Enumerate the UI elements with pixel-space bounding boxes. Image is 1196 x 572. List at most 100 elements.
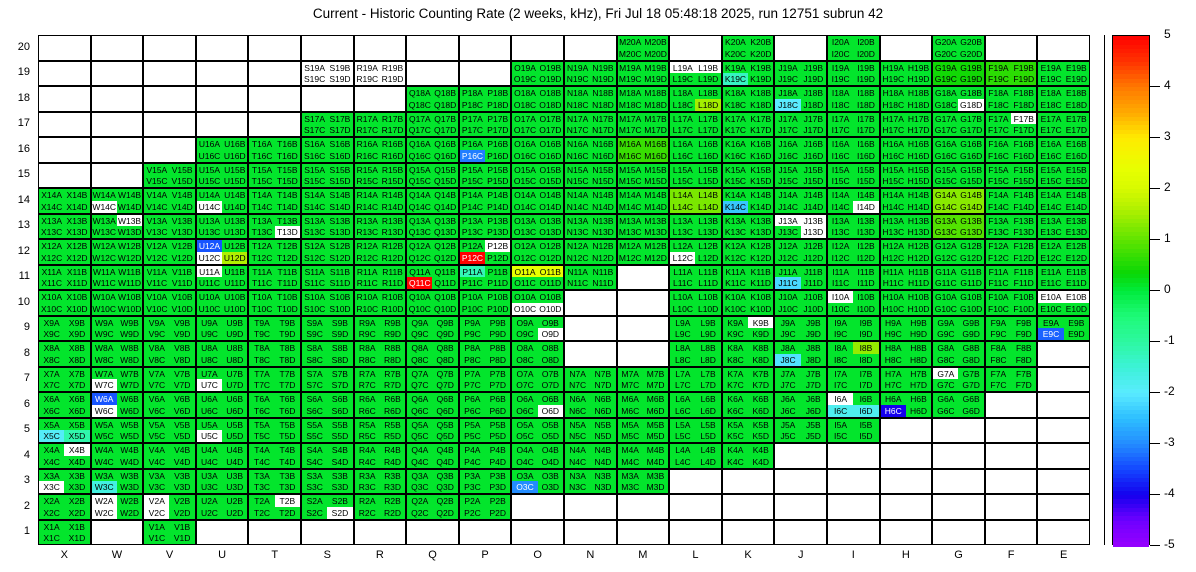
heatmap-quadrant: H17B [905, 112, 932, 125]
heatmap-cell [827, 494, 880, 520]
heatmap-cell: M15A M15B M15C M15D [616, 162, 670, 188]
heatmap-quadrant: V13C [144, 226, 170, 238]
heatmap-cell: F16A F16B F16C F16D [984, 137, 1038, 163]
heatmap-quadrant: O12A [512, 240, 538, 252]
heatmap-quadrant: F18D [1011, 98, 1037, 111]
heatmap-quadrant: R17D [379, 124, 406, 136]
heatmap-cell: R4A R4B R4C R4D [353, 443, 407, 469]
colorbar-segment [1113, 138, 1149, 143]
heatmap-quadrant: U12B [222, 240, 248, 252]
heatmap-quadrant: I14A [828, 189, 854, 201]
x-axis-tick-label: I [851, 549, 855, 561]
colorbar-segment [1113, 359, 1149, 364]
heatmap-quadrant: J8C [775, 353, 801, 366]
heatmap-quadrant: W12D [116, 251, 143, 264]
heatmap-cell: O17A O17B O17C O17D [511, 111, 564, 137]
colorbar-segment [1113, 78, 1149, 84]
heatmap-cell: F10A F10B F10C F10D [984, 290, 1038, 316]
heatmap-quadrant: P17A [459, 112, 486, 125]
heatmap-cell: F12A F12B F12C F12D [984, 239, 1038, 265]
heatmap-quadrant: O16A [512, 138, 538, 150]
heatmap-quadrant: N18A [565, 87, 591, 99]
colorbar-segment [1113, 91, 1149, 97]
heatmap-quadrant: I9B [853, 316, 879, 329]
heatmap-quadrant: P14D [485, 200, 511, 213]
heatmap-quadrant: X7D [64, 379, 90, 391]
heatmap-quadrant: T14D [274, 200, 300, 213]
heatmap-quadrant: R19C [354, 73, 380, 85]
heatmap-quadrant: V9D [169, 328, 195, 340]
heatmap-cell: I7A I7B I7C I7D [827, 366, 880, 392]
heatmap-cell: O5A O5B O5C O5D [511, 417, 564, 443]
heatmap-quadrant: J19D [800, 73, 826, 85]
heatmap-quadrant: L5D [695, 430, 721, 442]
heatmap-quadrant: R8B [379, 342, 406, 354]
heatmap-cell: X14A X14B X14C X14D [38, 188, 91, 214]
heatmap-quadrant: T8A [249, 342, 275, 354]
heatmap-quadrant: J18A [775, 87, 801, 99]
heatmap-cell: T9A T9B T9C T9D [248, 315, 301, 341]
heatmap-quadrant: J17D [800, 124, 826, 136]
heatmap-quadrant: P6A [459, 393, 486, 405]
heatmap-cell: K10A K10B K10C K10D [721, 290, 775, 316]
heatmap-quadrant: K6A [722, 393, 749, 405]
heatmap-quadrant: S11C [302, 277, 328, 289]
heatmap-quadrant: F8D [1011, 353, 1037, 366]
heatmap-quadrant: L13A [670, 214, 696, 227]
heatmap-cell [932, 494, 985, 520]
heatmap-quadrant: N3A [565, 469, 591, 482]
heatmap-cell: Q16A Q16B Q16C Q16D [406, 137, 459, 163]
heatmap-cell: U8A U8B U8C U8D [195, 341, 249, 367]
heatmap-quadrant: Q11B [432, 265, 458, 278]
heatmap-cell [1037, 392, 1090, 418]
heatmap-quadrant: M18B [642, 87, 669, 99]
heatmap-cell: I18A I18B I18C I18D [827, 86, 880, 112]
heatmap-quadrant: H9A [880, 316, 906, 329]
heatmap-quadrant: J9A [775, 316, 801, 329]
heatmap-quadrant: U5C [196, 430, 223, 442]
heatmap-quadrant: O15C [512, 175, 538, 187]
heatmap-quadrant: N11B [590, 265, 616, 278]
heatmap-cell [1037, 35, 1090, 61]
heatmap-cell: U6A U6B U6C U6D [195, 392, 249, 418]
heatmap-quadrant: T2C [249, 506, 275, 519]
heatmap-quadrant: Q2D [432, 506, 458, 519]
heatmap-quadrant: R9B [379, 316, 406, 329]
heatmap-quadrant: V5B [169, 418, 195, 431]
y-axis-tick-label: 12 [17, 244, 30, 257]
heatmap-cell: L16A L16B L16C L16D [669, 137, 722, 163]
heatmap-quadrant: M12C [617, 251, 643, 264]
heatmap-cell [932, 519, 985, 545]
heatmap-cell: S19A S19B S19C S19D [301, 60, 354, 86]
heatmap-cell: G14A G14B G14C G14D [932, 188, 985, 214]
heatmap-quadrant: V2A [144, 495, 170, 507]
heatmap-quadrant: J8A [775, 342, 801, 354]
heatmap-cell: K18A K18B K18C K18D [721, 86, 775, 112]
heatmap-quadrant: V14D [169, 200, 195, 213]
heatmap-quadrant: X8B [64, 342, 90, 354]
colorbar-segment [1113, 499, 1149, 505]
heatmap-quadrant: N18B [590, 87, 616, 99]
heatmap-quadrant: O8D [537, 353, 563, 366]
heatmap-quadrant: W8C [91, 353, 117, 366]
heatmap-cell [143, 137, 196, 163]
heatmap-quadrant: R4C [354, 455, 380, 468]
heatmap-quadrant: L9D [695, 328, 721, 340]
heatmap-quadrant: R9C [354, 328, 380, 340]
heatmap-quadrant: Q12A [407, 240, 433, 252]
heatmap-quadrant: X9C [39, 328, 65, 340]
heatmap-quadrant: Q7D [432, 379, 458, 391]
colorbar-tick-label: -2 [1164, 384, 1175, 398]
heatmap-quadrant: R7B [379, 367, 406, 380]
heatmap-cell: X6A X6B X6C X6D [38, 392, 91, 418]
heatmap-quadrant: O9D [537, 328, 563, 340]
heatmap-quadrant: E12D [1063, 251, 1089, 264]
heatmap-quadrant: S4B [327, 444, 353, 456]
heatmap-quadrant: M5B [642, 418, 669, 431]
heatmap-quadrant: P10C [459, 302, 486, 315]
heatmap-quadrant: T14A [249, 189, 275, 201]
heatmap-quadrant: H15D [905, 175, 932, 187]
heatmap-quadrant: V5C [144, 430, 170, 442]
heatmap-quadrant: V3C [144, 481, 170, 493]
heatmap-quadrant: G14D [958, 200, 984, 213]
